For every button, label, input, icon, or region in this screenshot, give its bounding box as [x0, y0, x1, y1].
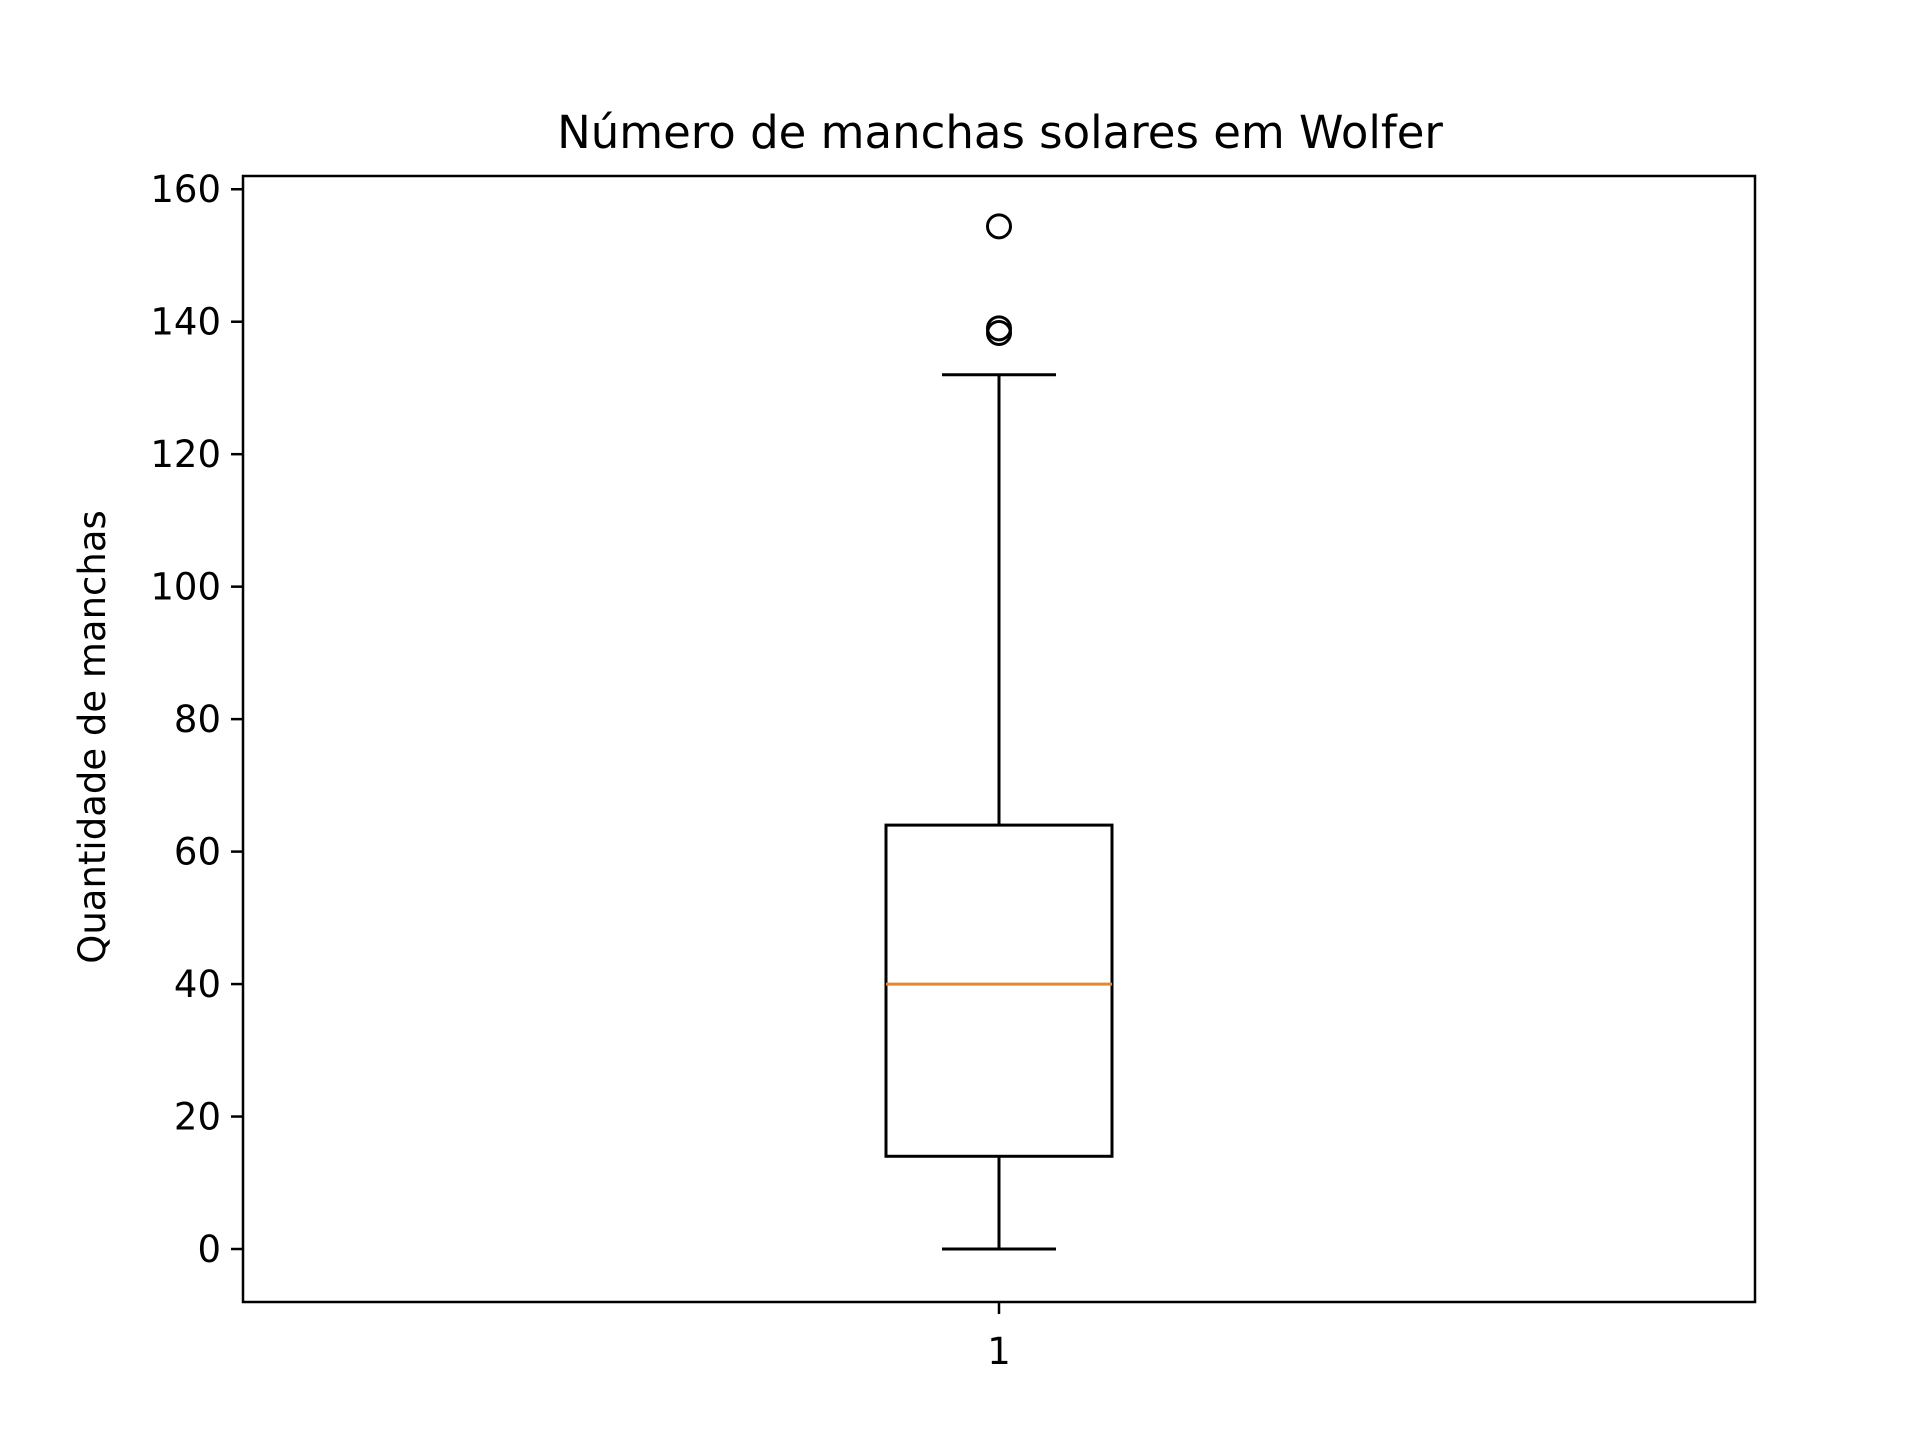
- y-tick-label: 40: [174, 963, 221, 1006]
- y-tick-label: 160: [150, 168, 221, 211]
- y-tick-label: 80: [174, 698, 221, 741]
- y-axis-label: Quantidade de manchas: [71, 510, 114, 964]
- outlier-point: [986, 213, 1012, 240]
- x-tick-label: 1: [987, 1330, 1011, 1373]
- y-tick-label: 140: [150, 301, 221, 344]
- outlier-point: [986, 319, 1012, 346]
- plot-area: 0 20 40 60 80 100 120 140 160 1: [150, 168, 1757, 1373]
- y-tick-label: 100: [150, 566, 221, 609]
- chart-title: Número de manchas solares em Wolfer: [557, 106, 1443, 159]
- box-iqr: [884, 823, 1114, 1158]
- y-tick-label: 0: [197, 1228, 221, 1271]
- y-tick-label: 60: [174, 831, 221, 874]
- y-tick-label: 20: [174, 1096, 221, 1139]
- y-tick-label: 120: [150, 433, 221, 476]
